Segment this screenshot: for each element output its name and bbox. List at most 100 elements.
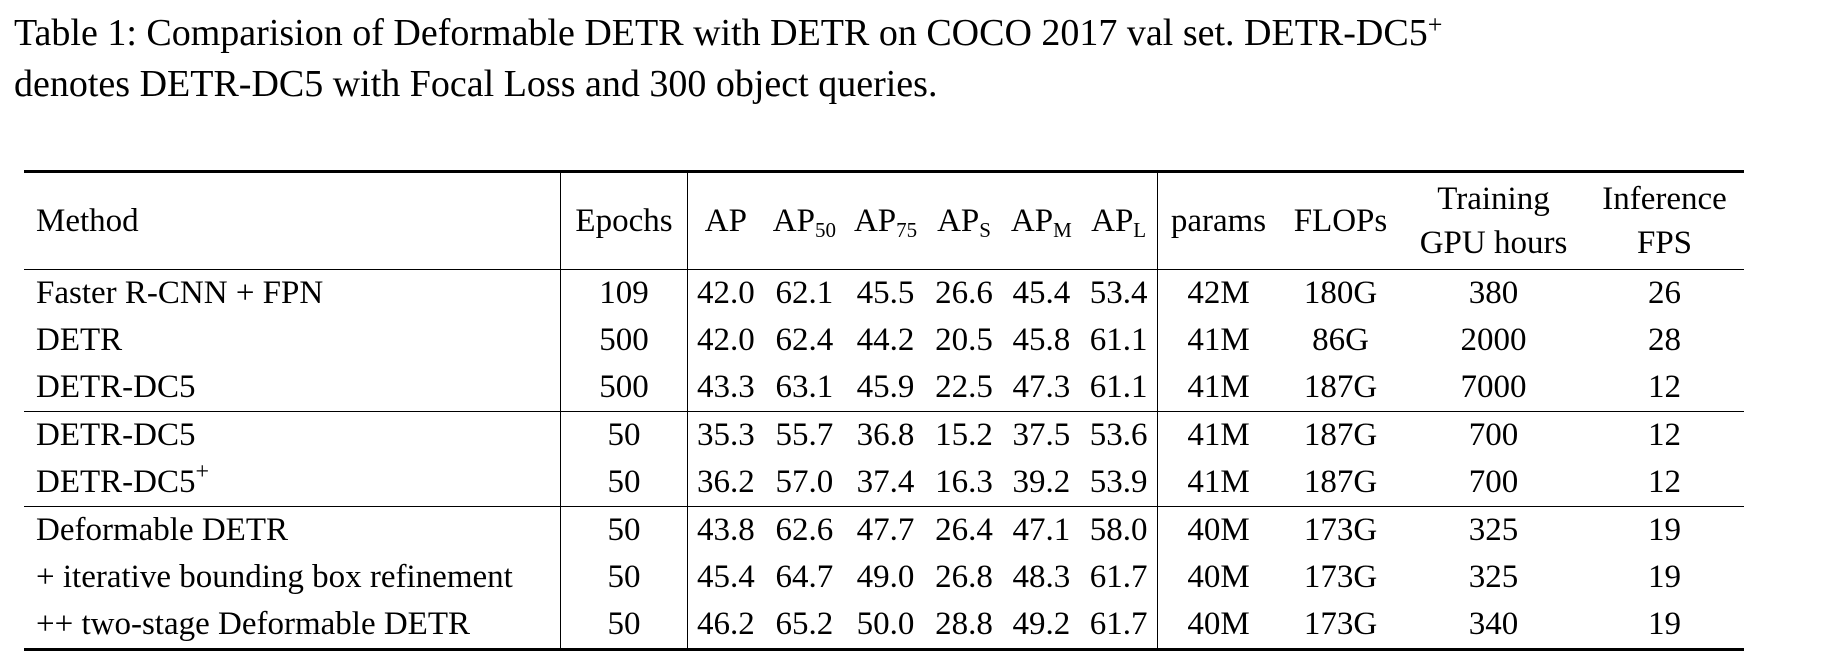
cell-fps: 12 — [1585, 411, 1744, 459]
cell-fps: 12 — [1648, 369, 1681, 405]
cell-flops: 187G — [1303, 369, 1378, 405]
cell-apl: 53.6 — [1080, 411, 1158, 459]
cell-params: 40M — [1187, 559, 1250, 595]
results-table: Method Epochs AP AP50 AP75 APS APM APL p… — [24, 170, 1744, 651]
cell-ap75: 49.0 — [856, 559, 915, 595]
cell-aps: 28.8 — [935, 606, 993, 642]
caption-line-1: Table 1: Comparision of Deformable DETR … — [14, 8, 1814, 59]
cell-ap: 36.2 — [697, 464, 755, 500]
cell-apl: 61.1 — [1080, 317, 1158, 364]
cell-aps: 15.2 — [926, 411, 1002, 459]
cell-ap75: 47.7 — [844, 506, 927, 554]
cell-params: 40M — [1157, 506, 1280, 554]
cell-epochs: 500 — [560, 364, 688, 412]
method-name: DETR — [36, 322, 123, 358]
table-row: Faster R-CNN + FPN 109 42.0 62.1 45.5 26… — [24, 269, 1744, 317]
method-name: DETR-DC5 — [36, 464, 196, 500]
cell-params: 40M — [1187, 606, 1250, 642]
header-inference-fps: Inference FPS — [1585, 171, 1744, 270]
cell-flops: 86G — [1312, 322, 1369, 358]
cell-ap: 46.2 — [697, 606, 755, 642]
cell-ap50: 57.0 — [775, 464, 834, 500]
table-row: DETR-DC5+ 50 36.2 57.0 37.4 16.3 39.2 53… — [24, 459, 1744, 507]
cell-method: DETR-DC5 — [24, 364, 561, 412]
cell-epochs: 500 — [560, 317, 688, 364]
cell-method: Deformable DETR — [24, 506, 561, 554]
caption-line-1-text: Table 1: Comparision of Deformable DETR … — [14, 12, 1428, 54]
caption-superscript: + — [1427, 10, 1443, 39]
cell-ap: 42.0 — [697, 322, 755, 358]
cell-gpu-hours: 380 — [1468, 275, 1519, 311]
cell-method: DETR-DC5+ — [24, 459, 561, 507]
cell-aps: 20.5 — [935, 322, 993, 358]
header-aps-sub: S — [979, 218, 991, 242]
table-row: ++ two-stage Deformable DETR 50 46.2 65.… — [24, 601, 1744, 650]
cell-gpu-hours: 325 — [1401, 506, 1586, 554]
cell-aps: 22.5 — [935, 369, 993, 405]
cell-flops: 173G — [1303, 606, 1378, 642]
cell-gpu-hours: 700 — [1401, 411, 1586, 459]
cell-ap50: 63.1 — [775, 369, 834, 405]
header-epochs: Epochs — [560, 171, 688, 270]
cell-ap50: 55.7 — [763, 411, 845, 459]
table-row: DETR-DC5 500 43.3 63.1 45.9 22.5 47.3 61… — [24, 364, 1744, 412]
cell-aps: 26.6 — [935, 275, 993, 311]
cell-apm: 39.2 — [1012, 464, 1071, 500]
header-apl-base: AP — [1091, 203, 1134, 239]
cell-ap: 42.0 — [697, 275, 755, 311]
cell-gpu-hours: 2000 — [1460, 322, 1527, 358]
cell-ap75: 36.8 — [844, 411, 927, 459]
header-ap75-base: AP — [853, 203, 897, 239]
table-row: + iterative bounding box refinement 50 4… — [24, 554, 1744, 601]
cell-fps: 19 — [1648, 559, 1681, 595]
cell-gpu-hours: 325 — [1468, 559, 1519, 595]
header-apl: APL — [1080, 171, 1158, 270]
table-header: Method Epochs AP AP50 AP75 APS APM APL p… — [24, 171, 1744, 270]
cell-ap50: 64.7 — [775, 559, 834, 595]
cell-apm: 49.2 — [1012, 606, 1071, 642]
table-row: Deformable DETR 50 43.8 62.6 47.7 26.4 4… — [24, 506, 1744, 554]
method-name: Deformable DETR — [36, 512, 288, 548]
cell-epochs: 109 — [560, 269, 688, 317]
cell-fps: 19 — [1585, 506, 1744, 554]
cell-ap50: 62.6 — [763, 506, 845, 554]
cell-flops: 173G — [1303, 559, 1378, 595]
header-apm-base: AP — [1010, 203, 1054, 239]
header-apm: APM — [1001, 171, 1081, 270]
header-apm-sub: M — [1053, 218, 1072, 242]
cell-params: 41M — [1187, 322, 1250, 358]
cell-ap: 43.8 — [687, 506, 764, 554]
cell-fps: 28 — [1648, 322, 1681, 358]
cell-apl: 61.7 — [1080, 554, 1158, 601]
cell-ap: 35.3 — [687, 411, 764, 459]
cell-method: + iterative bounding box refinement — [24, 554, 561, 601]
header-ap75: AP75 — [844, 171, 927, 270]
cell-apl: 61.1 — [1080, 364, 1158, 412]
cell-gpu-hours: 340 — [1468, 606, 1519, 642]
method-superscript: + — [195, 459, 210, 485]
method-name: Faster R-CNN + FPN — [36, 275, 324, 311]
cell-apl: 58.0 — [1080, 506, 1158, 554]
cell-apm: 37.5 — [1001, 411, 1081, 459]
cell-aps: 16.3 — [935, 464, 993, 500]
header-method: Method — [24, 171, 561, 270]
cell-ap75: 44.2 — [856, 322, 915, 358]
header-aps-base: AP — [937, 203, 980, 239]
cell-ap: 43.3 — [697, 369, 755, 405]
cell-ap75: 45.9 — [856, 369, 915, 405]
cell-apm: 45.4 — [1012, 275, 1071, 311]
table-caption: Table 1: Comparision of Deformable DETR … — [14, 8, 1814, 110]
cell-apl: 53.4 — [1080, 269, 1158, 317]
method-name: DETR-DC5 — [36, 417, 196, 453]
table-row: DETR 500 42.0 62.4 44.2 20.5 45.8 61.1 4… — [24, 317, 1744, 364]
header-training-gpu-hours: Training GPU hours — [1401, 171, 1586, 270]
cell-epochs: 50 — [560, 601, 688, 650]
cell-fps: 26 — [1648, 275, 1681, 311]
cell-gpu-hours: 700 — [1468, 464, 1519, 500]
cell-ap50: 62.4 — [775, 322, 834, 358]
header-training-line2: GPU hours — [1419, 225, 1568, 261]
cell-apl: 53.9 — [1080, 459, 1158, 507]
header-ap50: AP50 — [763, 171, 845, 270]
cell-method: ++ two-stage Deformable DETR — [24, 601, 561, 650]
header-ap75-sub: 75 — [896, 218, 918, 242]
